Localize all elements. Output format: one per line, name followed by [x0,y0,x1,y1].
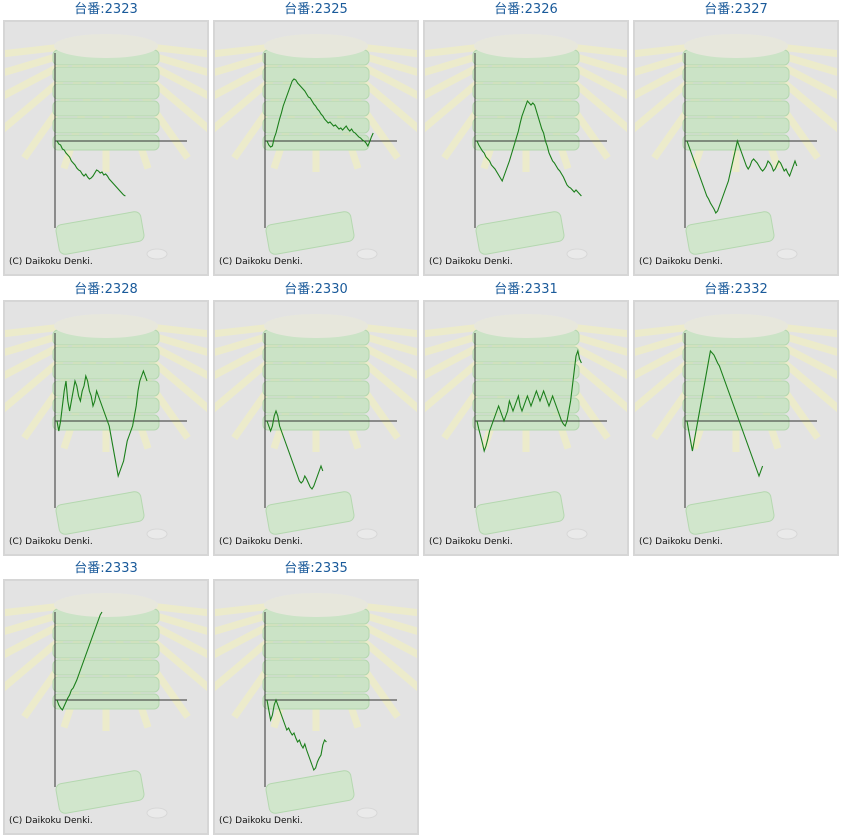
slump-graph-panel[interactable]: (C) Daikoku Denki. [423,20,629,276]
slot-tray-background-art [5,314,207,540]
slump-graph-panel[interactable]: (C) Daikoku Denki. [633,20,839,276]
slump-graph-panel[interactable]: (C) Daikoku Denki. [3,300,209,556]
slot-tray-background-art [5,34,207,260]
slump-graph-svg [5,314,207,540]
copyright-credit: (C) Daikoku Denki. [9,257,93,267]
machine-number-link[interactable]: 台番:2331 [494,282,558,297]
slump-line [56,611,103,711]
machine-number-link[interactable]: 台番:2335 [284,561,348,576]
slot-tray-background-art [215,314,417,540]
copyright-credit: (C) Daikoku Denki. [219,816,303,826]
slump-graph-panel[interactable]: (C) Daikoku Denki. [423,300,629,556]
machine-graph-card: 台番:2327 (C) Daikoku Denki. [633,0,839,278]
machine-graph-card: 台番:2328 (C) Daikoku Denki. [3,280,209,558]
slump-line [266,78,374,148]
slot-tray-background-art [215,593,417,819]
machine-graph-card: 台番:2323 (C) Daikoku Denki. [3,0,209,278]
slump-graph-panel[interactable]: (C) Daikoku Denki. [633,300,839,556]
slump-graph-svg [635,314,837,540]
machine-number-link[interactable]: 台番:2325 [284,2,348,17]
slump-line [266,409,324,490]
machine-number-link[interactable]: 台番:2323 [74,2,138,17]
slump-graph-panel[interactable]: (C) Daikoku Denki. [213,20,419,276]
machine-graph-card: 台番:2331 (C) Daikoku Denki. [423,280,629,558]
slot-tray-background-art [5,593,207,819]
slump-graph-svg [635,34,837,260]
copyright-credit: (C) Daikoku Denki. [9,537,93,547]
machine-graph-card: 台番:2325 (C) Daikoku Denki. [213,0,419,278]
slump-graph-panel[interactable]: (C) Daikoku Denki. [3,579,209,835]
machine-number-link[interactable]: 台番:2327 [704,2,768,17]
machine-graph-card: 台番:2335 (C) Daikoku Denki. [213,559,419,837]
slump-graph-svg [425,314,627,540]
machine-number-link[interactable]: 台番:2328 [74,282,138,297]
slot-tray-background-art [425,314,627,540]
slot-tray-background-art [635,34,837,260]
machine-number-link[interactable]: 台番:2330 [284,282,348,297]
slump-graph-svg [5,593,207,819]
copyright-credit: (C) Daikoku Denki. [429,257,513,267]
slump-graph-panel[interactable]: (C) Daikoku Denki. [213,579,419,835]
machine-graph-card: 台番:2330 (C) Daikoku Denki. [213,280,419,558]
copyright-credit: (C) Daikoku Denki. [639,257,723,267]
slump-graph-svg [5,34,207,260]
slump-line [476,349,582,453]
machine-graph-card: 台番:2326 (C) Daikoku Denki. [423,0,629,278]
slump-graph-svg [425,34,627,260]
machine-graph-card: 台番:2332 (C) Daikoku Denki. [633,280,839,558]
copyright-credit: (C) Daikoku Denki. [219,257,303,267]
copyright-credit: (C) Daikoku Denki. [639,537,723,547]
slump-graph-panel[interactable]: (C) Daikoku Denki. [213,300,419,556]
copyright-credit: (C) Daikoku Denki. [9,816,93,826]
slump-graph-svg [215,34,417,260]
slump-graph-panel[interactable]: (C) Daikoku Denki. [3,20,209,276]
slump-line [686,349,764,478]
slump-line [476,99,582,197]
slump-line [686,139,798,214]
slump-graph-svg [215,314,417,540]
slot-tray-background-art [215,34,417,260]
slump-line [266,698,327,772]
slot-tray-background-art [425,34,627,260]
machine-graph-card: 台番:2333 (C) Daikoku Denki. [3,559,209,837]
copyright-credit: (C) Daikoku Denki. [219,537,303,547]
slot-tray-background-art [635,314,837,540]
slump-line [56,369,148,479]
machine-number-link[interactable]: 台番:2326 [494,2,558,17]
slump-graph-svg [215,593,417,819]
machine-number-link[interactable]: 台番:2333 [74,561,138,576]
copyright-credit: (C) Daikoku Denki. [429,537,513,547]
machine-number-link[interactable]: 台番:2332 [704,282,768,297]
slump-line [56,140,126,197]
